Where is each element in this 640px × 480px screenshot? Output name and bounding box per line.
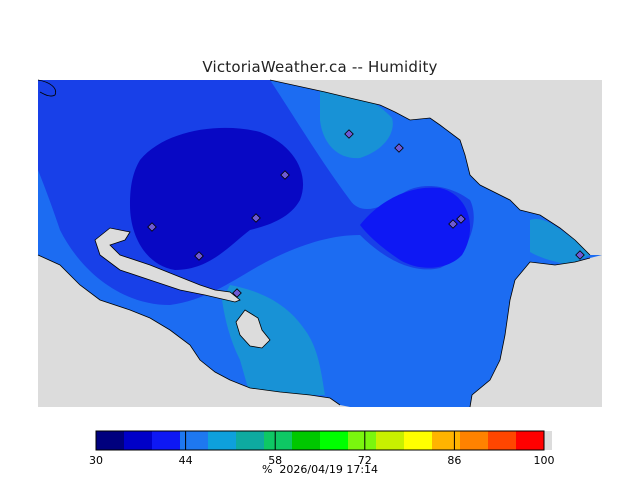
scale-swatch [488, 431, 517, 450]
station-marker: Station 10 [232, 288, 242, 298]
zone-light-north [320, 88, 393, 159]
station-marker: Station 9 [575, 250, 585, 260]
scale-timestamp: 2026/04/19 17:14 [279, 463, 379, 476]
scale-swatch [460, 431, 489, 450]
station-marker: Station 1 [344, 129, 354, 139]
station-marker: Station 2 [394, 143, 404, 153]
coastline-east [469, 257, 591, 408]
scale-tick-label: 72 [358, 454, 372, 467]
scale-swatch [516, 431, 545, 450]
station-marker: Station 5 [147, 222, 157, 232]
coastline-south-arm [235, 309, 271, 349]
zone-light-east [530, 219, 590, 265]
scale-tick-label: 30 [89, 454, 103, 467]
scale-swatch [320, 431, 349, 450]
coastline-inlet [94, 227, 241, 303]
zone-dark-core [130, 127, 304, 270]
scale-swatch [180, 431, 209, 450]
station-markers: Station 1 Station 2 Station 3 Station 4 Stat… [147, 129, 585, 298]
water-inlet [95, 228, 240, 302]
water-north [270, 80, 602, 255]
scale-swatch [236, 431, 265, 450]
scale-border [95, 430, 545, 451]
scale-swatch [96, 431, 125, 450]
scale-swatch [264, 431, 293, 450]
station-marker: Station 4 [251, 213, 261, 223]
zone-dark-east [360, 187, 471, 268]
coastline-nw-corner [37, 79, 57, 97]
scale-unit: % [261, 463, 273, 476]
scale-swatch [432, 431, 461, 450]
scale-swatch [348, 431, 377, 450]
scale-swatch [376, 431, 405, 450]
coastline-south [37, 254, 341, 406]
scale-swatch-tail [544, 431, 552, 450]
scale-tick-label: 58 [268, 454, 282, 467]
station-marker: Station 8 [456, 214, 466, 224]
coastline-north [269, 79, 591, 256]
scale-swatch [152, 431, 181, 450]
scale-swatch [404, 431, 433, 450]
water-south-arm [236, 310, 270, 348]
map-title: VictoriaWeather.ca -- Humidity [202, 58, 438, 76]
scale-tick-label: 44 [179, 454, 193, 467]
scale-swatch [292, 431, 321, 450]
station-marker: Station 7 [448, 219, 458, 229]
water-south [38, 255, 350, 407]
scale-tick-label: 100 [534, 454, 555, 467]
scale-swatches [96, 431, 552, 450]
scale-caption: % 2026/04/19 17:14 [0, 463, 640, 476]
station-marker: Station 6 [194, 251, 204, 261]
scale-ticks: 30 44 58 72 86 100 [89, 431, 555, 467]
scale-swatch [124, 431, 153, 450]
scale-tick-label: 86 [447, 454, 461, 467]
scale-swatch [208, 431, 237, 450]
water-east-bay [470, 255, 602, 407]
station-marker: Station 3 [280, 170, 290, 180]
